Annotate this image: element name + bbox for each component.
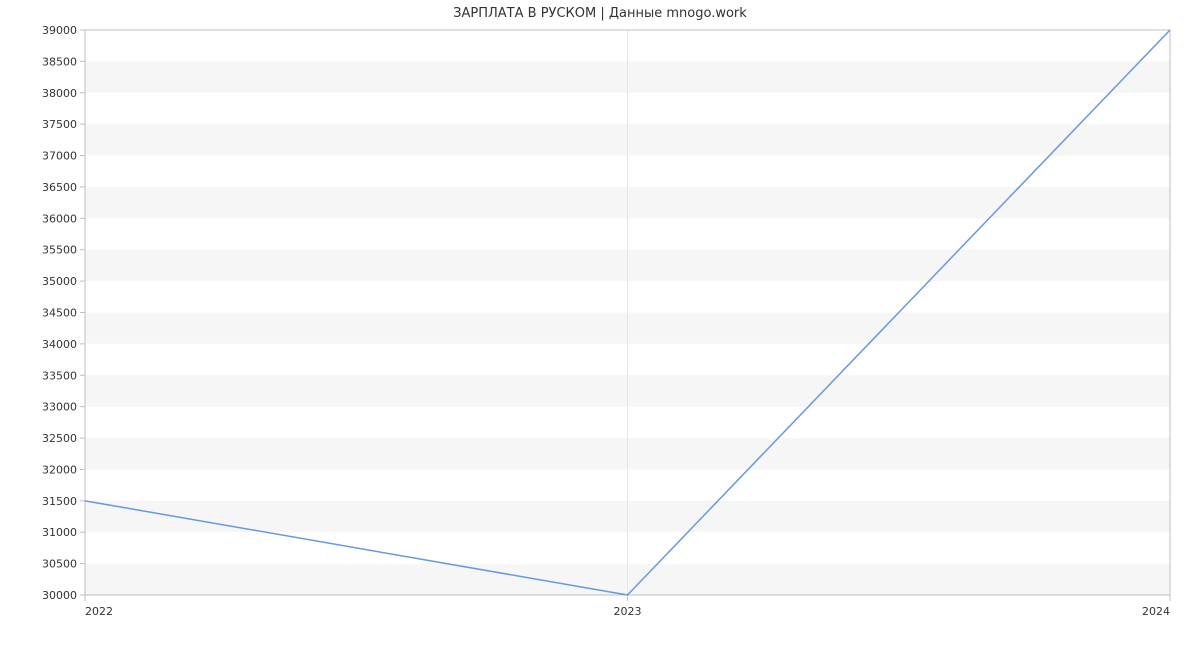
- y-tick-label: 38500: [42, 55, 77, 68]
- y-tick-label: 37000: [42, 150, 77, 163]
- x-tick-label: 2023: [614, 605, 642, 618]
- y-tick-label: 32000: [42, 463, 77, 476]
- y-tick-label: 35000: [42, 275, 77, 288]
- y-tick-label: 32500: [42, 432, 77, 445]
- y-tick-label: 38000: [42, 87, 77, 100]
- y-tick-label: 34500: [42, 307, 77, 320]
- y-tick-label: 36500: [42, 181, 77, 194]
- y-tick-label: 31000: [42, 526, 77, 539]
- y-tick-label: 33000: [42, 401, 77, 414]
- y-tick-label: 37500: [42, 118, 77, 131]
- y-tick-label: 39000: [42, 24, 77, 37]
- chart-svg: 30000 30500 31000 31500 32000 32500 33000 33500…: [0, 0, 1200, 650]
- y-tick-label: 33500: [42, 369, 77, 382]
- y-tick-label: 36000: [42, 212, 77, 225]
- salary-line-chart: ЗАРПЛАТА В РУСКОМ | Данные mnogo.work 30…: [0, 0, 1200, 650]
- y-tick-label: 31500: [42, 495, 77, 508]
- y-tick-label: 30500: [42, 558, 77, 571]
- x-tick-label: 2024: [1142, 605, 1170, 618]
- y-tick-label: 35500: [42, 244, 77, 257]
- y-tick-label: 30000: [42, 589, 77, 602]
- x-tick-label: 2022: [85, 605, 113, 618]
- y-tick-label: 34000: [42, 338, 77, 351]
- chart-title: ЗАРПЛАТА В РУСКОМ | Данные mnogo.work: [0, 6, 1200, 21]
